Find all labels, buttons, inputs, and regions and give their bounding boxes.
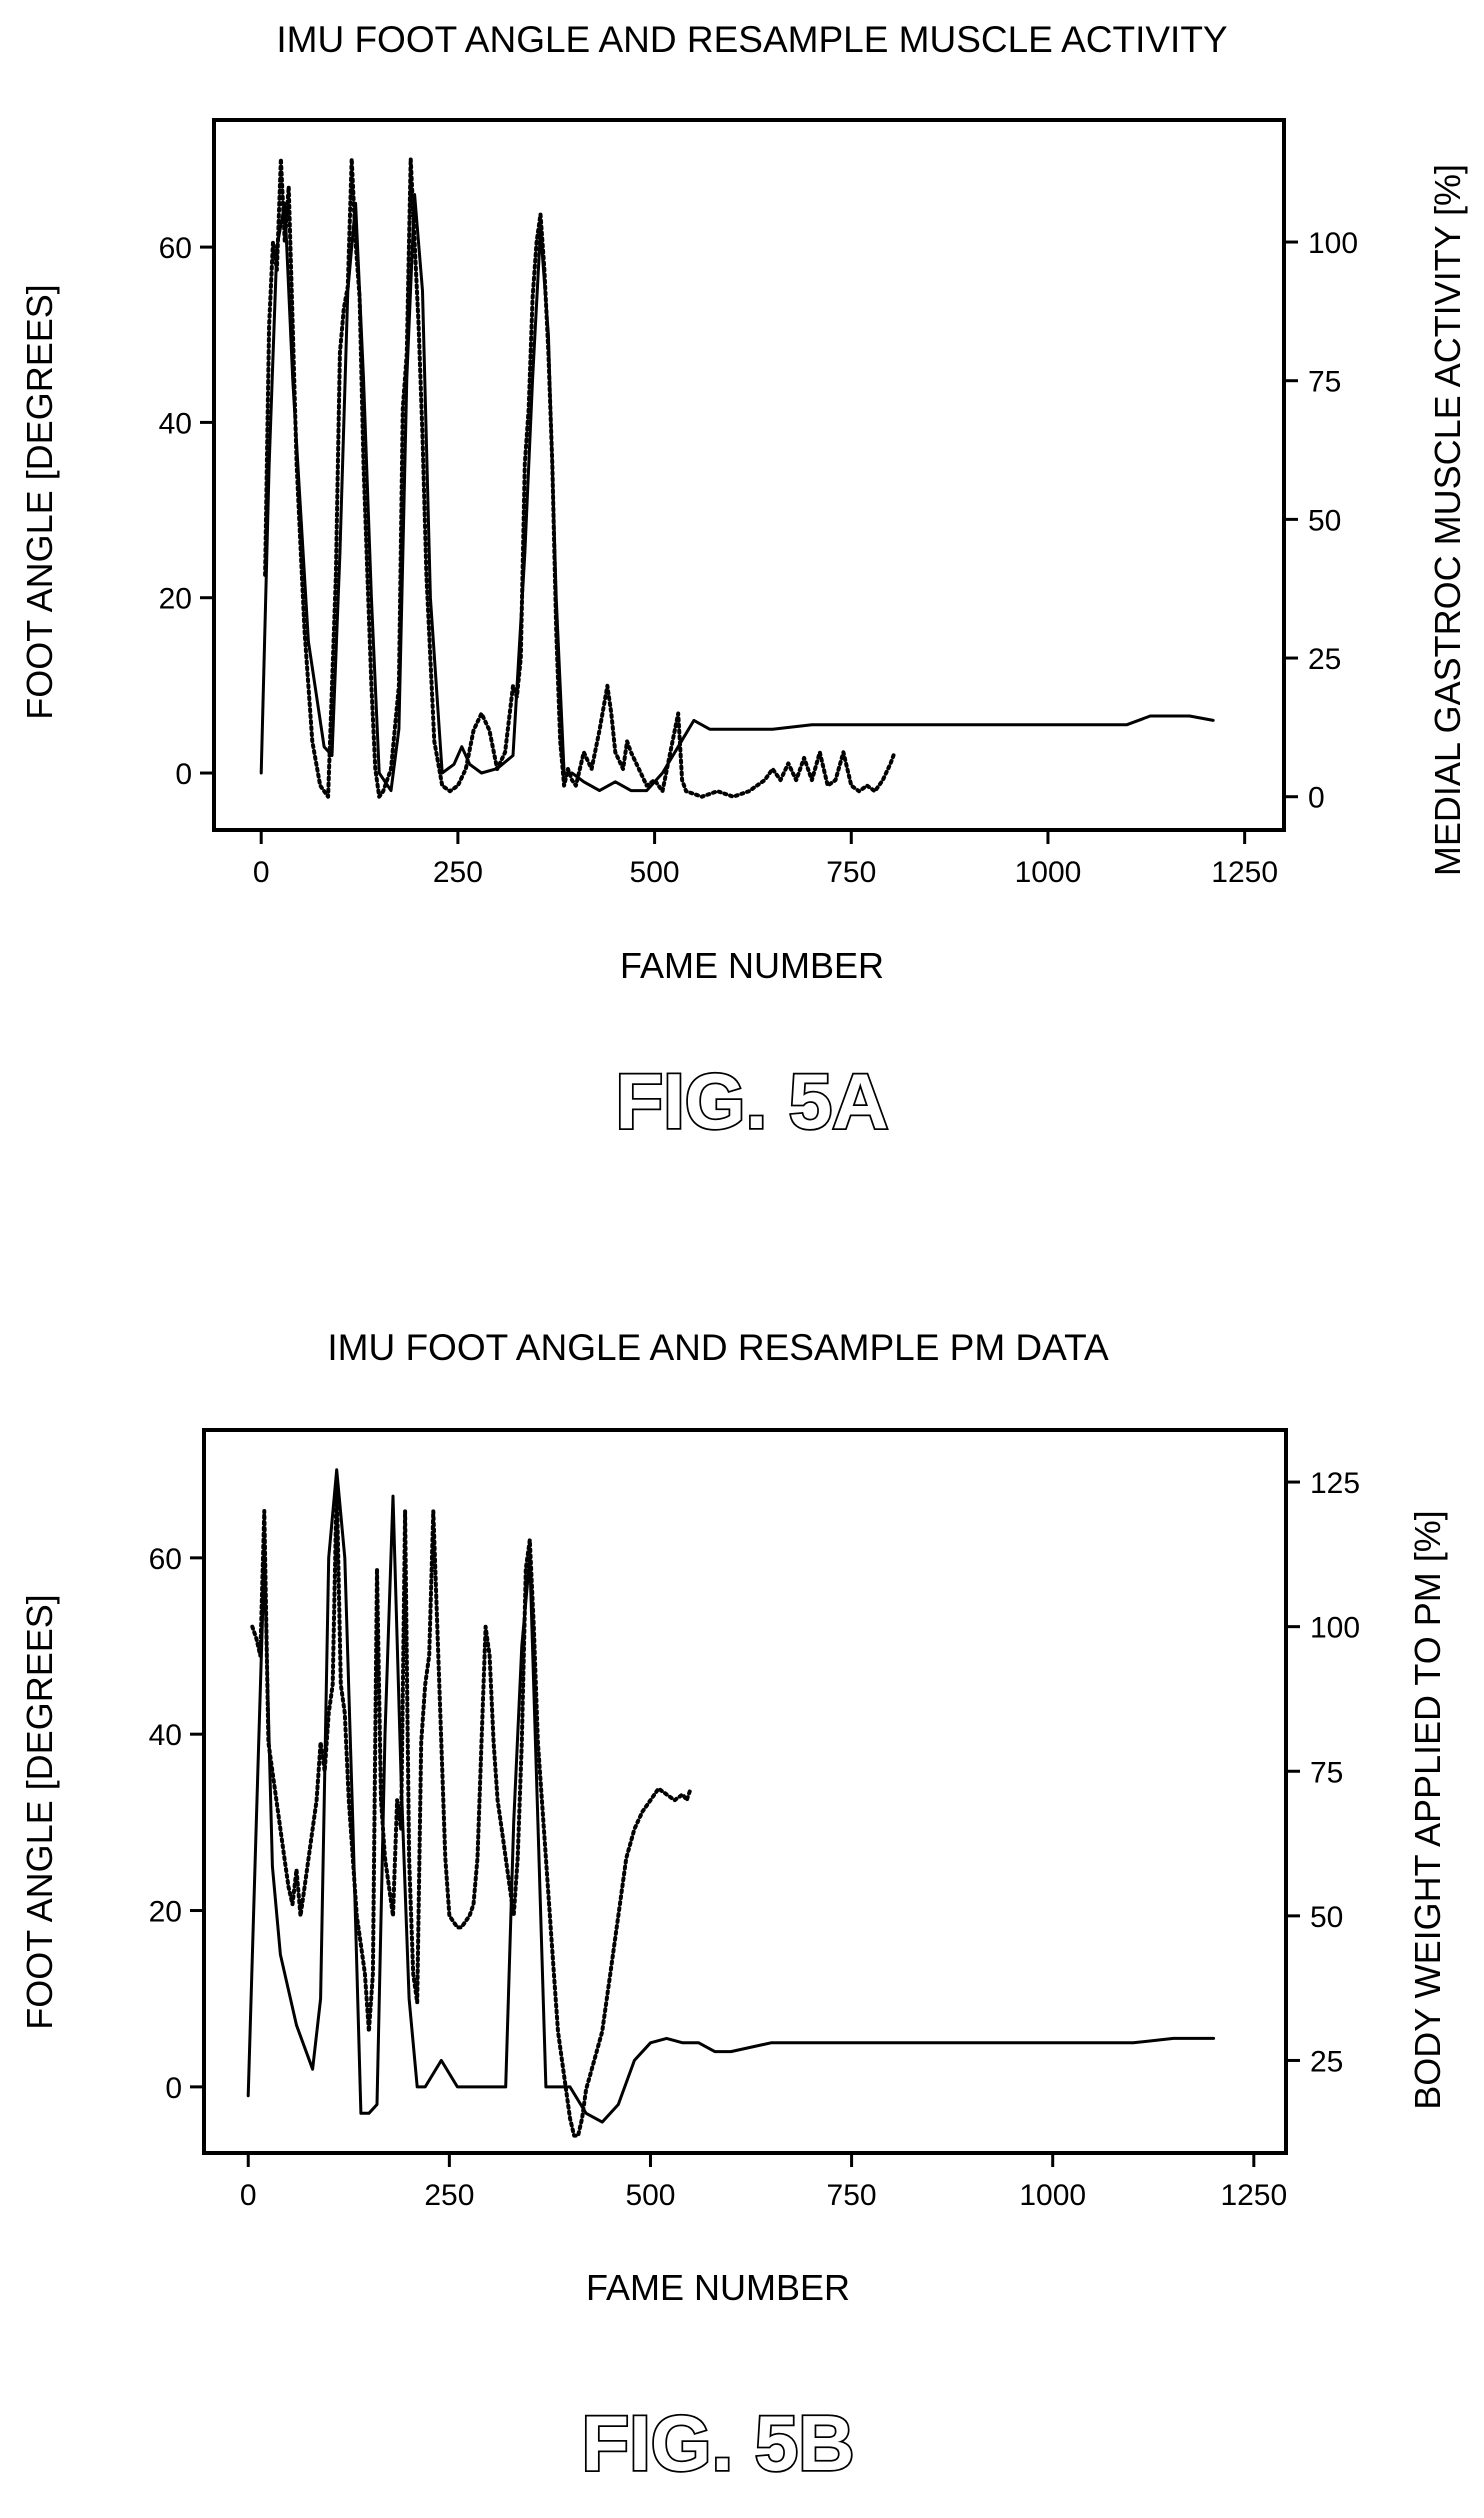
x-tick-label: 1250 [1211, 856, 1278, 889]
y-tick-label: 60 [149, 1543, 182, 1576]
figure-label: FIG. 5A [615, 1057, 888, 1145]
series-line-dotted [263, 156, 897, 799]
figure-label: FIG. 5B [581, 2399, 854, 2487]
x-tick-label: 1000 [1015, 856, 1082, 889]
x-tick-label: 0 [253, 856, 270, 889]
y-tick-label: 0 [175, 758, 192, 791]
y2-tick-label: 25 [1310, 2045, 1343, 2078]
chart-title: IMU FOOT ANGLE AND RESAMPLE PM DATA [327, 1327, 1109, 1368]
x-tick-label: 1000 [1019, 2179, 1086, 2212]
y2-tick-label: 25 [1308, 643, 1341, 676]
chart-title: IMU FOOT ANGLE AND RESAMPLE MUSCLE ACTIV… [276, 19, 1227, 60]
y2-axis-label: BODY WEIGHT APPLIED TO PM [%] [1407, 1510, 1448, 2110]
y2-tick-label: 75 [1308, 366, 1341, 399]
x-tick-label: 250 [433, 856, 483, 889]
x-axis-label: FAME NUMBER [620, 945, 884, 986]
x-tick-label: 500 [625, 2179, 675, 2212]
plot-frame [212, 118, 1286, 832]
series-line-solid [246, 1468, 1216, 2124]
y-tick-label: 0 [165, 2072, 182, 2105]
x-tick-label: 0 [240, 2179, 257, 2212]
x-tick-label: 750 [827, 2179, 877, 2212]
y-tick-label: 40 [159, 407, 192, 440]
x-tick-label: 1250 [1220, 2179, 1287, 2212]
y-tick-label: 20 [149, 1896, 182, 1929]
y-tick-label: 40 [149, 1719, 182, 1752]
plot-frame [202, 1428, 1288, 2155]
series-line-dotted [250, 1480, 693, 2138]
x-tick-label: 250 [424, 2179, 474, 2212]
y-tick-label: 20 [159, 583, 192, 616]
y2-tick-label: 50 [1308, 504, 1341, 537]
y2-tick-label: 100 [1310, 1612, 1360, 1645]
y2-tick-label: 100 [1308, 227, 1358, 260]
y-axis-label: FOOT ANGLE [DEGREES] [19, 1594, 60, 2029]
y2-tick-label: 50 [1310, 1901, 1343, 1934]
chart-fig-5a: IMU FOOT ANGLE AND RESAMPLE MUSCLE ACTIV… [19, 19, 1468, 1147]
x-tick-label: 500 [630, 856, 680, 889]
y-axis-label: FOOT ANGLE [DEGREES] [19, 284, 60, 719]
y-tick-label: 60 [159, 232, 192, 265]
chart-fig-5b: IMU FOOT ANGLE AND RESAMPLE PM DATA 0 250… [19, 1327, 1448, 2489]
y2-tick-label: 125 [1310, 1467, 1360, 1500]
x-axis-label: FAME NUMBER [586, 2267, 850, 2308]
y2-tick-label: 75 [1310, 1756, 1343, 1789]
x-tick-label: 750 [826, 856, 876, 889]
y2-tick-label: 0 [1308, 782, 1325, 815]
series-line-solid [259, 193, 1215, 793]
y2-axis-label: MEDIAL GASTROC MUSCLE ACTIVITY [%] [1427, 164, 1468, 876]
